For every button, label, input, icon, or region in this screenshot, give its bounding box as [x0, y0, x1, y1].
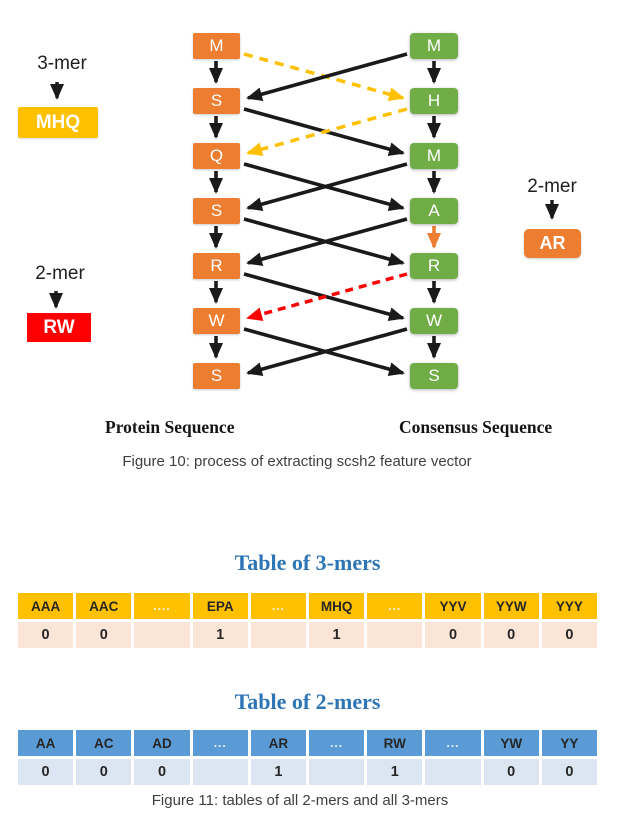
table-2mers-header: AC	[76, 730, 132, 756]
table-2mers-header: AR	[250, 730, 306, 756]
protein-residue: S	[193, 198, 240, 224]
twomer-left-value-box: RW	[27, 313, 91, 342]
table-2mers-value	[192, 759, 248, 785]
cross-arrow-consensusM-to-proteinS	[246, 162, 408, 212]
table-3mers-header-ellipsis: ....	[134, 593, 190, 619]
table-2mers-header-ellipsis: ...	[192, 730, 248, 756]
table-2mers-value: 0	[483, 759, 539, 785]
table-2mers-header: YW	[483, 730, 539, 756]
figure11-caption: Figure 11: tables of all 2-mers and all …	[151, 792, 449, 809]
table-3mers-value: 0	[18, 622, 74, 648]
consensus-residue: A	[410, 198, 458, 224]
table-3mers-header: AAC	[76, 593, 132, 619]
consensus-residue: M	[410, 143, 458, 169]
table-3mers-header: MHQ	[309, 593, 365, 619]
table-2mers-value: 1	[367, 759, 423, 785]
table-2mers-header: AD	[134, 730, 190, 756]
table-3mers-value: 0	[76, 622, 132, 648]
table-2mers-value: 1	[250, 759, 306, 785]
consensus-residue: S	[410, 363, 458, 389]
table-2mers-header-ellipsis: ...	[425, 730, 481, 756]
table-2mers-value	[425, 759, 481, 785]
table-3mers-header: YYW	[483, 593, 539, 619]
cross-arrow-consensusA-to-proteinR	[246, 217, 408, 267]
table-3mers-title: Table of 3-mers	[234, 550, 381, 575]
protein-residue: W	[193, 308, 240, 334]
figure10-arrow-layer	[49, 52, 559, 377]
table-3mers-header-ellipsis: ...	[250, 593, 306, 619]
table-2mers-value: 0	[541, 759, 597, 785]
table-2mers-value: 0	[76, 759, 132, 785]
table-2mers-value: 0	[18, 759, 74, 785]
table-2mers-header-ellipsis: ...	[309, 730, 365, 756]
twomer-left-label: 2-mer	[35, 263, 85, 284]
table-2mers-header: YY	[541, 730, 597, 756]
cross-arrow-consensusW-to-proteinS	[246, 327, 408, 377]
table-3mers-value: 0	[541, 622, 597, 648]
cross-arrow-consensusM-to-proteinS	[246, 52, 408, 102]
table-3mers-value: 1	[192, 622, 248, 648]
protein-sequence-label: Protein Sequence	[105, 417, 235, 437]
protein-residue: S	[193, 88, 240, 114]
table-2mers: AA AC AD ... AR ... RW ... YW YY 0 0 0 1…	[18, 730, 597, 785]
protein-residue: S	[193, 363, 240, 389]
twomer-right-label: 2-mer	[527, 176, 577, 197]
table-3mers-header: YYY	[541, 593, 597, 619]
table-3mers-value	[250, 622, 306, 648]
table-2mers-value	[309, 759, 365, 785]
table-3mers-value: 0	[425, 622, 481, 648]
table-2mers-header: RW	[367, 730, 423, 756]
table-3mers-header: EPA	[192, 593, 248, 619]
protein-residue: R	[193, 253, 240, 279]
figure10-caption: Figure 10: process of extracting scsh2 f…	[122, 453, 472, 470]
consensus-residue: W	[410, 308, 458, 334]
consensus-residue: M	[410, 33, 458, 59]
table-3mers-header: YYV	[425, 593, 481, 619]
table-3mers-header: AAA	[18, 593, 74, 619]
threemer-value-box: MHQ	[18, 107, 98, 138]
table-3mers-value	[367, 622, 423, 648]
table-3mers-value	[134, 622, 190, 648]
protein-residue: Q	[193, 143, 240, 169]
protein-residue: M	[193, 33, 240, 59]
table-2mers-title: Table of 2-mers	[234, 689, 381, 714]
table-3mers-value: 0	[483, 622, 539, 648]
twomer-right-value-box: AR	[524, 229, 581, 258]
table-2mers-header: AA	[18, 730, 74, 756]
table-3mers: AAA AAC .... EPA ... MHQ ... YYV YYW YYY…	[18, 593, 597, 648]
table-2mers-value: 0	[134, 759, 190, 785]
threemer-label: 3-mer	[37, 53, 87, 74]
consensus-residue: H	[410, 88, 458, 114]
table-3mers-header-ellipsis: ...	[367, 593, 423, 619]
yellow-dashed-arrow-H-to-Q	[246, 107, 408, 157]
table-3mers-value: 1	[309, 622, 365, 648]
consensus-sequence-label: Consensus Sequence	[399, 417, 553, 437]
consensus-residue: R	[410, 253, 458, 279]
